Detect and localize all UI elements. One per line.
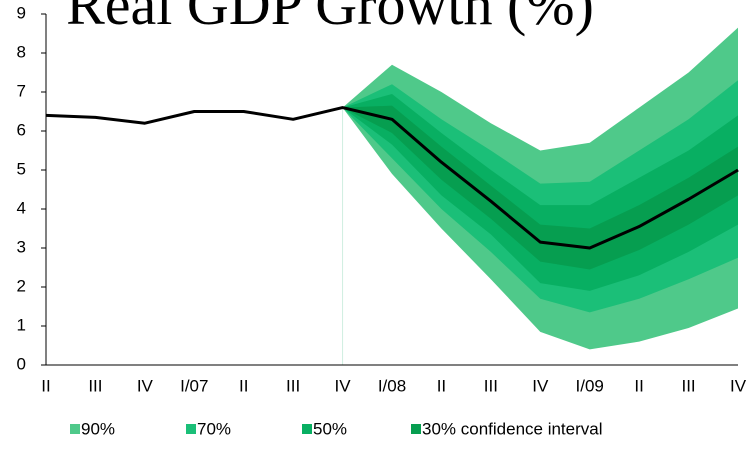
y-tick-label: 3 <box>17 237 26 256</box>
legend-swatch <box>411 424 421 434</box>
legend-swatch <box>186 424 196 434</box>
y-tick-label: 9 <box>17 3 26 22</box>
legend-label: 90% <box>81 419 115 438</box>
y-tick-label: 1 <box>17 315 26 334</box>
x-tick-label: I/07 <box>180 376 208 395</box>
x-tick-label: II <box>41 376 50 395</box>
legend-swatch <box>302 424 312 434</box>
x-tick-label: III <box>88 376 102 395</box>
y-tick-label: 7 <box>17 81 26 100</box>
x-tick-label: IV <box>137 376 154 395</box>
x-tick-label: III <box>286 376 300 395</box>
confidence-band <box>342 105 738 270</box>
x-tick-label: III <box>484 376 498 395</box>
x-tick-label: II <box>437 376 446 395</box>
x-tick-label: II <box>634 376 643 395</box>
x-tick-label: IV <box>335 376 352 395</box>
y-tick-label: 5 <box>17 159 26 178</box>
x-tick-label: IV <box>730 376 747 395</box>
legend-label: 50% <box>313 419 347 438</box>
y-tick-label: 8 <box>17 42 26 61</box>
x-tick-label: I/08 <box>378 376 406 395</box>
x-tick-label: IV <box>532 376 549 395</box>
legend-label: 70% <box>197 419 231 438</box>
x-tick-label: III <box>681 376 695 395</box>
chart-title: Real GDP Growth (%) <box>66 0 594 37</box>
y-tick-label: 6 <box>17 120 26 139</box>
y-tick-label: 4 <box>17 198 26 217</box>
x-tick-label: I/09 <box>576 376 604 395</box>
x-tick-label: II <box>239 376 248 395</box>
y-tick-label: 2 <box>17 276 26 295</box>
central-line <box>45 106 739 250</box>
y-tick-label: 0 <box>17 354 26 373</box>
legend-label: 30% confidence interval <box>422 419 603 438</box>
legend-swatch <box>70 424 80 434</box>
